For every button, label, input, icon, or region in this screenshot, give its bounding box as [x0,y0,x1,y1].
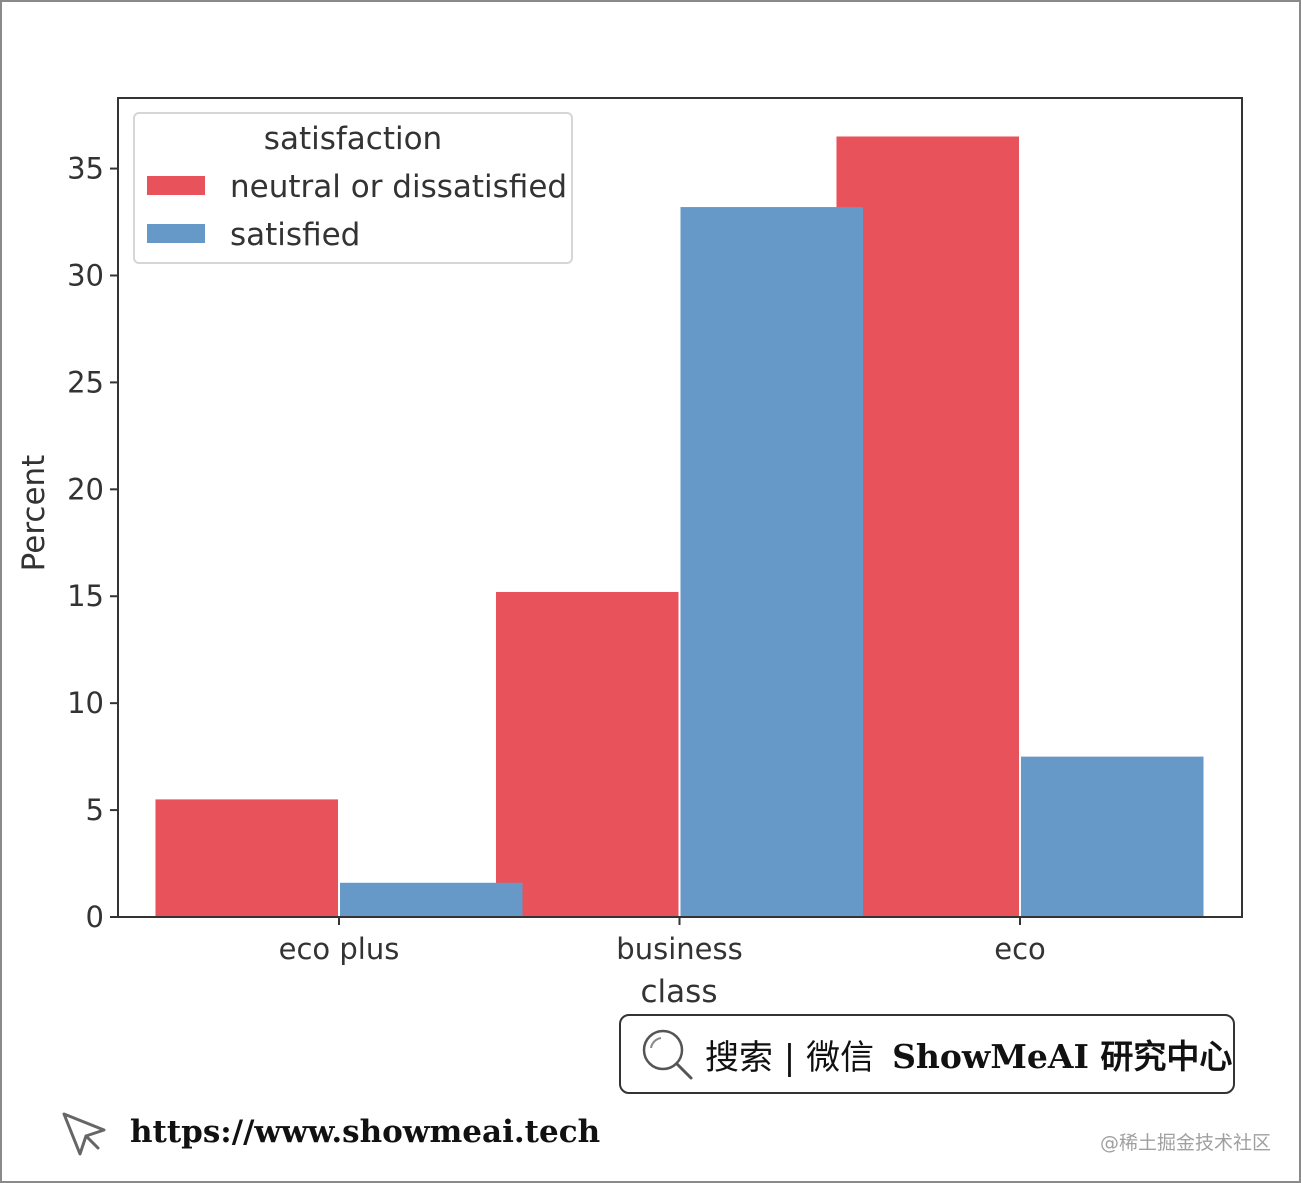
y-tick-label: 5 [86,793,104,827]
legend-swatch [147,224,205,243]
x-tick-label: business [616,932,742,966]
bar-chart: 0 5 10 15 20 25 30 35 eco plus business eco Perce… [16,97,1243,1010]
legend-entry-label: neutral or dissatisfied [230,169,567,205]
bar-satisfied-business [680,207,864,917]
cursor-icon [62,1112,106,1156]
y-axis-label: Percent [16,455,52,572]
y-axis: 0 5 10 15 20 25 30 35 [67,152,118,934]
x-axis-label: class [641,974,718,1010]
website-url[interactable]: https://www.showmeai.tech [130,1114,601,1150]
bar-neutral-or-dissatisfied-eco-plus [155,799,338,917]
legend: satisfaction neutral or dissatisfied sati… [133,112,573,264]
bar-neutral-or-dissatisfied-business [495,591,679,917]
y-tick-label: 25 [67,365,104,399]
y-tick-label: 15 [67,579,104,613]
legend-box [133,112,573,264]
legend-swatch [147,176,205,195]
plot-border [117,97,1243,918]
bar-neutral-or-dissatisfied-eco [836,136,1019,918]
x-tick-label: eco plus [279,932,400,966]
y-tick-label: 20 [67,472,104,506]
legend-entry-label: satisfied [230,217,360,253]
y-tick-label: 30 [67,258,104,292]
y-tick-label: 35 [67,152,104,186]
y-tick-label: 0 [86,900,104,934]
search-banner: 搜索 | 微信 ShowMeAI 研究中心 [619,1014,1235,1094]
plot-area [155,136,1204,918]
y-tick-label: 10 [67,686,104,720]
x-tick-label: eco [994,932,1046,966]
website-row: https://www.showmeai.tech [58,1104,600,1160]
bar-satisfied-eco-plus [340,882,523,917]
search-icon [642,1029,693,1080]
bar-satisfied-eco [1021,756,1204,917]
watermark: @稀土掘金技术社区 [1099,1132,1271,1154]
search-text: 搜索 | 微信 [705,1037,875,1078]
legend-title: satisfaction [264,121,442,157]
brand-name: ShowMeAI 研究中心 [892,1037,1233,1076]
x-axis: eco plus business eco [279,917,1046,966]
